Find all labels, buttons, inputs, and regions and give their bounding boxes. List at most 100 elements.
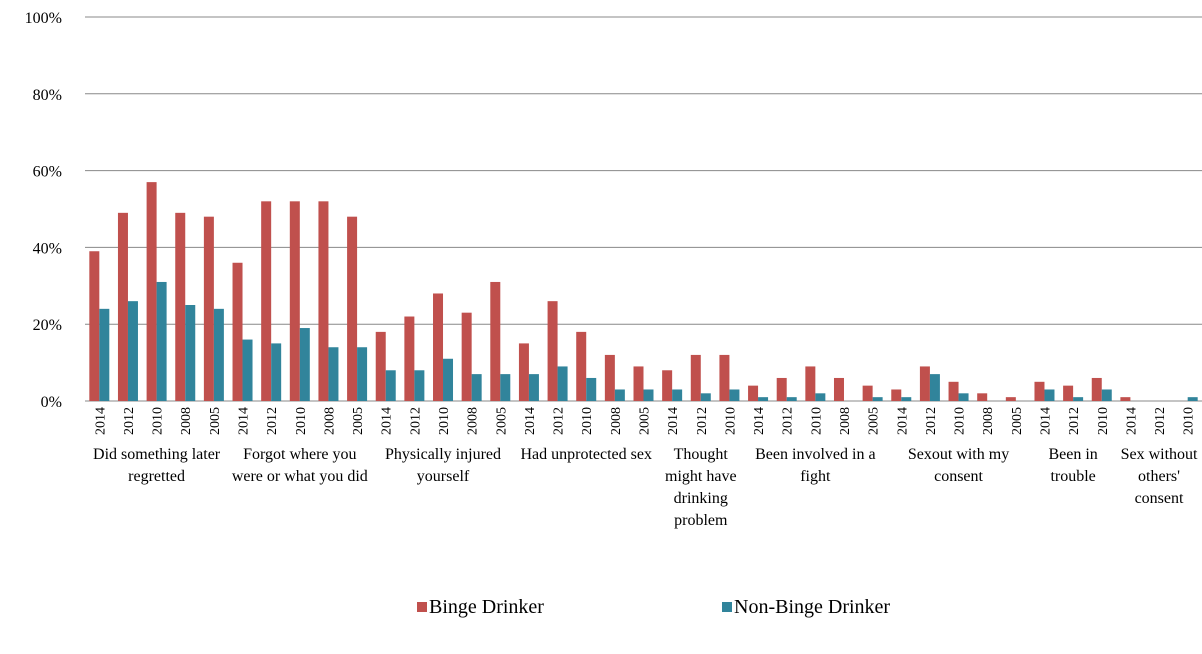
bar — [185, 305, 196, 401]
group-label: Had unprotected sex — [520, 446, 652, 463]
bar — [156, 281, 167, 401]
bar — [490, 281, 501, 401]
bar — [700, 393, 711, 401]
bar — [929, 374, 940, 401]
bar — [891, 389, 902, 401]
bar — [232, 262, 243, 401]
x-tick-label: 2010 — [580, 407, 595, 435]
x-tick-label: 2008 — [981, 407, 996, 435]
x-tick-label: 2014 — [895, 407, 910, 435]
bar — [175, 212, 186, 401]
bar — [375, 331, 386, 401]
bar — [662, 370, 673, 401]
group-label: Sex without others' consent — [1120, 446, 1198, 507]
bar — [586, 377, 597, 401]
bar — [1063, 385, 1074, 401]
bar — [261, 201, 272, 401]
bar — [328, 347, 339, 401]
x-tick-label: 2005 — [208, 407, 223, 435]
bar — [242, 339, 253, 401]
bar — [719, 354, 730, 401]
y-tick-label: 20% — [33, 317, 62, 334]
bar — [547, 301, 558, 401]
group-label: Did something later regretted — [93, 446, 221, 485]
bar — [614, 389, 625, 401]
bar — [833, 377, 844, 401]
bar — [357, 347, 368, 401]
group-label: Forgot where you were or what you did — [231, 446, 368, 485]
x-tick-label: 2014 — [1038, 407, 1053, 435]
x-tick-label: 2014 — [1124, 407, 1139, 435]
x-tick-label: 2010 — [437, 407, 452, 435]
x-tick-label: 2005 — [351, 407, 366, 435]
x-tick-label: 2010 — [723, 407, 738, 435]
x-tick-label: 2012 — [781, 407, 796, 435]
bar — [1044, 389, 1055, 401]
bar — [604, 354, 615, 401]
x-tick-label: 2010 — [151, 407, 166, 435]
bar — [690, 354, 701, 401]
x-tick-label: 2012 — [1067, 407, 1082, 435]
bar — [872, 397, 883, 401]
bar — [289, 201, 300, 401]
x-tick-label: 2012 — [408, 407, 423, 435]
bar — [433, 293, 444, 401]
x-tick-label: 2014 — [237, 407, 252, 435]
bar — [146, 182, 157, 401]
bar — [518, 343, 529, 401]
x-tick-label: 2005 — [867, 407, 882, 435]
bar — [758, 397, 769, 401]
legend-label: Binge Drinker — [429, 596, 544, 618]
legend-swatch — [722, 602, 732, 612]
bar — [557, 366, 568, 401]
bar — [203, 216, 214, 401]
bar — [117, 212, 128, 401]
bar — [729, 389, 740, 401]
y-tick-label: 80% — [33, 87, 62, 104]
bar — [299, 328, 310, 401]
x-tick-label: 2008 — [838, 407, 853, 435]
group-label: Physically injured yourself — [385, 446, 501, 485]
bar — [99, 308, 110, 401]
x-tick-label: 2014 — [380, 407, 395, 435]
x-tick-label: 2008 — [466, 407, 481, 435]
bar — [213, 308, 224, 401]
x-tick-label: 2005 — [494, 407, 509, 435]
bar — [748, 385, 759, 401]
y-tick-label: 100% — [25, 10, 62, 27]
bar — [404, 316, 415, 401]
bar — [948, 381, 959, 401]
group-label: Sexout with my consent — [907, 446, 1010, 485]
bar — [576, 331, 587, 401]
y-tick-label: 40% — [33, 240, 62, 257]
x-tick-label: 2014 — [93, 407, 108, 435]
x-tick-label: 2012 — [695, 407, 710, 435]
bar — [318, 201, 329, 401]
bar — [776, 377, 787, 401]
bar — [1120, 397, 1131, 401]
x-tick-label: 2012 — [924, 407, 939, 435]
x-tick-label: 2012 — [1153, 407, 1168, 435]
x-tick-label: 2010 — [809, 407, 824, 435]
bar — [958, 393, 969, 401]
bar — [786, 397, 797, 401]
x-tick-label: 2008 — [179, 407, 194, 435]
bar — [89, 251, 100, 401]
bar — [1005, 397, 1016, 401]
bar — [977, 393, 988, 401]
bar — [1034, 381, 1045, 401]
group-label: Thought might have drinking problem — [665, 446, 737, 529]
y-tick-label: 60% — [33, 164, 62, 181]
x-tick-label: 2014 — [666, 407, 681, 435]
bar — [347, 216, 358, 401]
x-tick-label: 2010 — [1096, 407, 1111, 435]
bar — [643, 389, 654, 401]
bar — [414, 370, 425, 401]
x-tick-label: 2010 — [1182, 407, 1197, 435]
x-tick-label: 2012 — [265, 407, 280, 435]
bar — [528, 374, 539, 401]
bar — [500, 374, 511, 401]
x-tick-label: 2008 — [322, 407, 337, 435]
x-tick-label: 2010 — [953, 407, 968, 435]
